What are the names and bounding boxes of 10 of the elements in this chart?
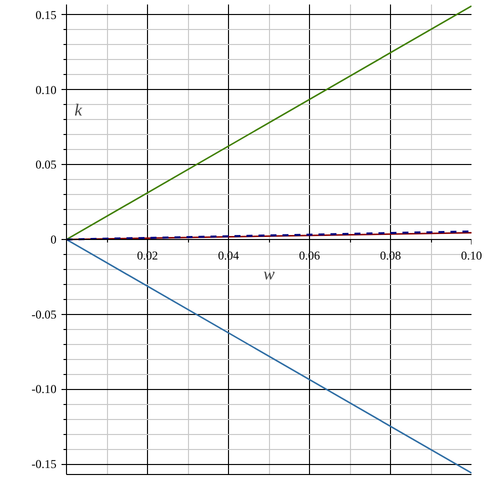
y-tick-label: 0.05 [36, 158, 56, 172]
y-tick-label: -0.15 [32, 457, 57, 472]
y-tick-label: 0 [50, 232, 56, 246]
x-tick-label: 0.10 [461, 248, 482, 262]
x-axis-title: w [263, 264, 276, 284]
y-tick-label: 0.10 [36, 82, 56, 97]
y-axis-title: k [74, 100, 82, 120]
y-tick-label: 0.15 [36, 8, 56, 22]
y-tick-label: -0.10 [32, 382, 57, 396]
y-tick-label: -0.05 [32, 307, 57, 322]
